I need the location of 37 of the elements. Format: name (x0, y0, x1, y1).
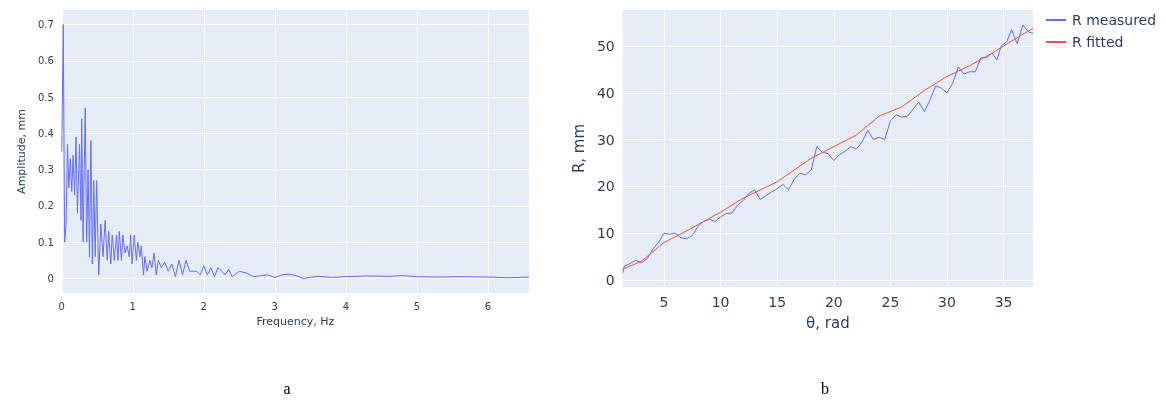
legend-label: R measured (1072, 12, 1157, 28)
x-tick-label: 2 (200, 300, 207, 312)
x-tick-label: 35 (994, 294, 1013, 310)
y-tick-label: 10 (596, 225, 615, 242)
y-tick-label: 0.2 (37, 200, 54, 212)
x-tick-label: 25 (881, 294, 900, 310)
y-tick-label: 20 (596, 178, 615, 195)
text: a (283, 379, 291, 397)
line-series (61, 24, 530, 279)
x-tick-label: 3 (271, 300, 278, 312)
x-tick-label: 5 (413, 300, 420, 312)
y-tick-label: 0.1 (37, 236, 54, 248)
x-tick-label: 6 (484, 300, 492, 312)
y-tick-label: 0 (47, 272, 54, 284)
y-tick-label: 30 (596, 131, 615, 148)
y-tick-label: 0.5 (37, 91, 54, 103)
x-tick-label: 5 (659, 294, 669, 310)
y-tick-label: 0 (605, 271, 615, 288)
x-tick-label: 10 (711, 294, 730, 310)
x-tick-label: 15 (768, 294, 787, 310)
x-axis-title: Frequency, Hz (256, 314, 335, 328)
y-tick-label: 0.7 (37, 19, 54, 31)
x-tick-label: 0 (58, 300, 65, 312)
y-axis-title: Amplitude, mm (15, 109, 28, 194)
x-tick-label: 4 (342, 300, 349, 312)
x-axis-title: θ, rad (806, 313, 850, 332)
y-tick-label: 0.6 (37, 55, 54, 67)
y-tick-label: 0.4 (37, 127, 54, 139)
y-tick-label: 50 (596, 38, 615, 55)
x-tick-label: 20 (824, 294, 843, 310)
y-axis-title: R, mm (569, 123, 588, 174)
legend-label: R fitted (1072, 34, 1124, 50)
y-tick-label: 0.3 (37, 164, 54, 176)
x-tick-label: 30 (938, 294, 956, 310)
y-tick-label: 40 (596, 84, 615, 101)
x-tick-label: 1 (129, 300, 136, 312)
text: b (821, 379, 829, 397)
